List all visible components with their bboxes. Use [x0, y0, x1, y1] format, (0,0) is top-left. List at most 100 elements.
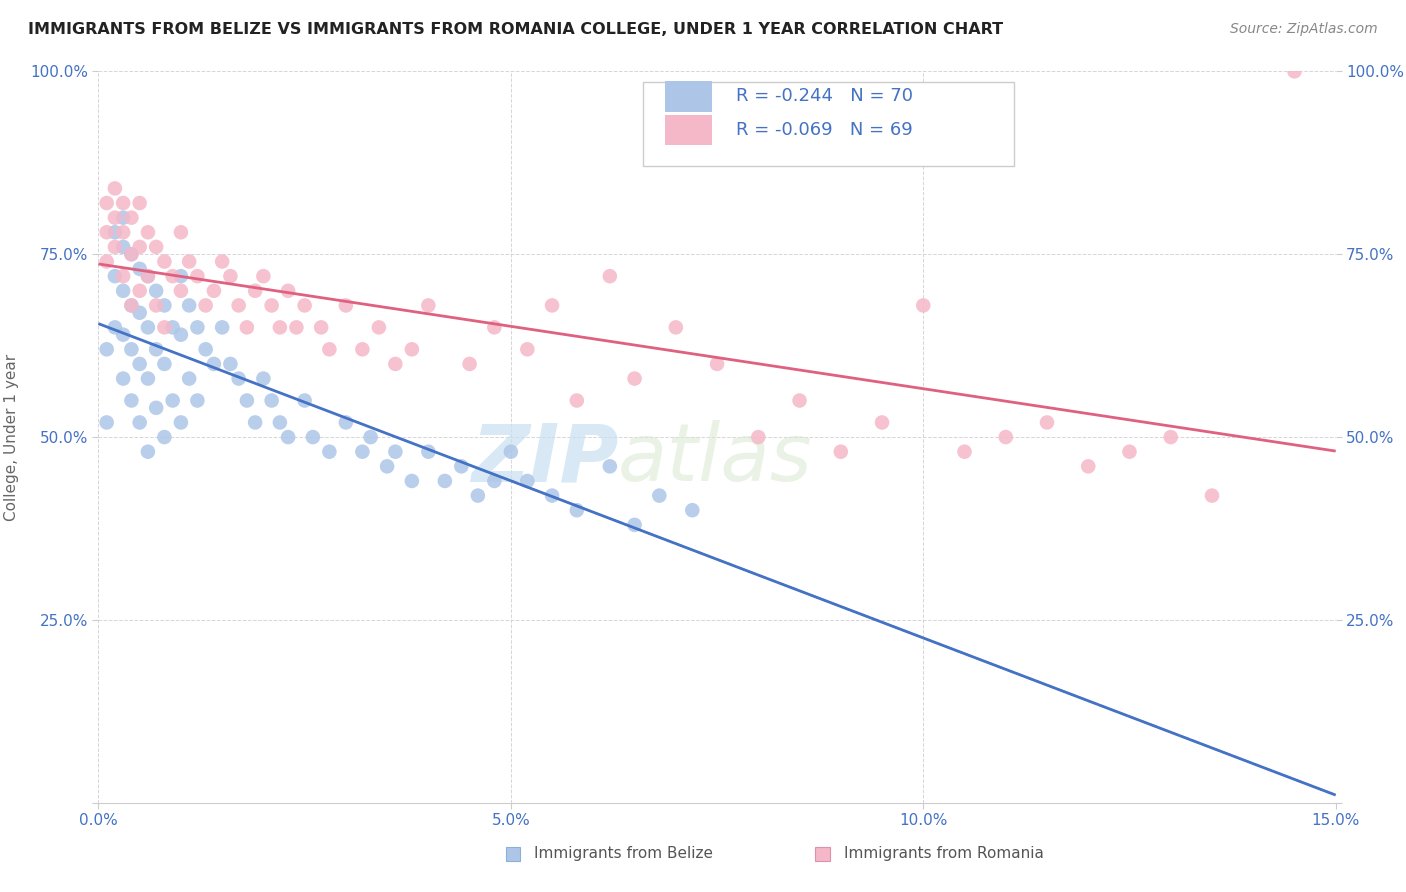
- Point: [104, 240, 127, 254]
- Point: [153, 320, 176, 334]
- Point: [994, 430, 1017, 444]
- Point: [211, 320, 233, 334]
- Point: [219, 269, 242, 284]
- Point: [260, 393, 283, 408]
- Point: [360, 430, 382, 444]
- Point: [384, 357, 406, 371]
- Point: [260, 298, 283, 312]
- Point: [120, 211, 142, 225]
- Point: [136, 444, 159, 458]
- Point: [120, 393, 142, 408]
- Point: [170, 225, 193, 239]
- Point: [136, 225, 159, 239]
- Point: [104, 211, 127, 225]
- Point: [96, 343, 118, 357]
- Text: ZIP: ZIP: [471, 420, 619, 498]
- Point: [458, 357, 481, 371]
- Y-axis label: College, Under 1 year: College, Under 1 year: [4, 353, 18, 521]
- Point: [136, 269, 159, 284]
- Point: [153, 430, 176, 444]
- Point: [1036, 416, 1059, 430]
- Point: [128, 306, 150, 320]
- Point: [401, 343, 423, 357]
- Point: [277, 430, 299, 444]
- Point: [309, 320, 332, 334]
- Point: [120, 247, 142, 261]
- Point: [499, 444, 522, 458]
- Point: [228, 371, 250, 385]
- Point: [384, 444, 406, 458]
- Point: [335, 298, 357, 312]
- Point: [179, 371, 201, 385]
- Point: [202, 284, 225, 298]
- Point: [104, 269, 127, 284]
- Point: [228, 298, 250, 312]
- Point: [277, 284, 299, 298]
- Point: [830, 444, 852, 458]
- Point: [1160, 430, 1182, 444]
- Point: [136, 269, 159, 284]
- Point: [433, 474, 456, 488]
- Point: [418, 444, 440, 458]
- Point: [211, 254, 233, 268]
- Point: [104, 225, 127, 239]
- Point: [269, 320, 291, 334]
- Point: [516, 343, 538, 357]
- Point: [194, 298, 217, 312]
- Point: [153, 357, 176, 371]
- Point: [112, 269, 135, 284]
- Point: [170, 269, 193, 284]
- Point: [623, 371, 645, 385]
- Point: [236, 393, 259, 408]
- Point: [202, 357, 225, 371]
- Point: [186, 393, 208, 408]
- Point: [599, 269, 621, 284]
- Point: [335, 416, 357, 430]
- Point: [484, 320, 506, 334]
- Point: [96, 196, 118, 211]
- Point: [1118, 444, 1140, 458]
- Point: [401, 474, 423, 488]
- Point: [302, 430, 325, 444]
- Point: [565, 393, 588, 408]
- Point: [747, 430, 769, 444]
- Point: [243, 416, 266, 430]
- Point: [112, 327, 135, 342]
- Point: [516, 474, 538, 488]
- Point: [252, 371, 274, 385]
- Text: Immigrants from Belize: Immigrants from Belize: [534, 847, 713, 861]
- Point: [623, 517, 645, 532]
- Point: [128, 240, 150, 254]
- Point: [541, 489, 564, 503]
- Point: [128, 284, 150, 298]
- Point: [128, 416, 150, 430]
- Text: Immigrants from Romania: Immigrants from Romania: [844, 847, 1043, 861]
- Point: [467, 489, 489, 503]
- Point: [219, 357, 242, 371]
- Text: atlas: atlas: [619, 420, 813, 498]
- Point: [179, 298, 201, 312]
- Point: [243, 284, 266, 298]
- Point: [112, 211, 135, 225]
- Point: [145, 401, 167, 415]
- Point: [599, 459, 621, 474]
- Point: [96, 225, 118, 239]
- Point: [912, 298, 935, 312]
- Point: [269, 416, 291, 430]
- Point: [96, 254, 118, 268]
- Point: [565, 503, 588, 517]
- Point: [252, 269, 274, 284]
- Point: [96, 416, 118, 430]
- Bar: [665, 114, 711, 145]
- Point: [294, 393, 316, 408]
- Point: [706, 357, 728, 371]
- Point: [162, 269, 184, 284]
- Point: [145, 240, 167, 254]
- Point: [1077, 459, 1099, 474]
- Text: R = -0.069   N = 69: R = -0.069 N = 69: [735, 121, 912, 139]
- Point: [318, 343, 340, 357]
- Point: [375, 459, 398, 474]
- Point: [665, 320, 688, 334]
- FancyBboxPatch shape: [643, 82, 1014, 167]
- Point: [153, 254, 176, 268]
